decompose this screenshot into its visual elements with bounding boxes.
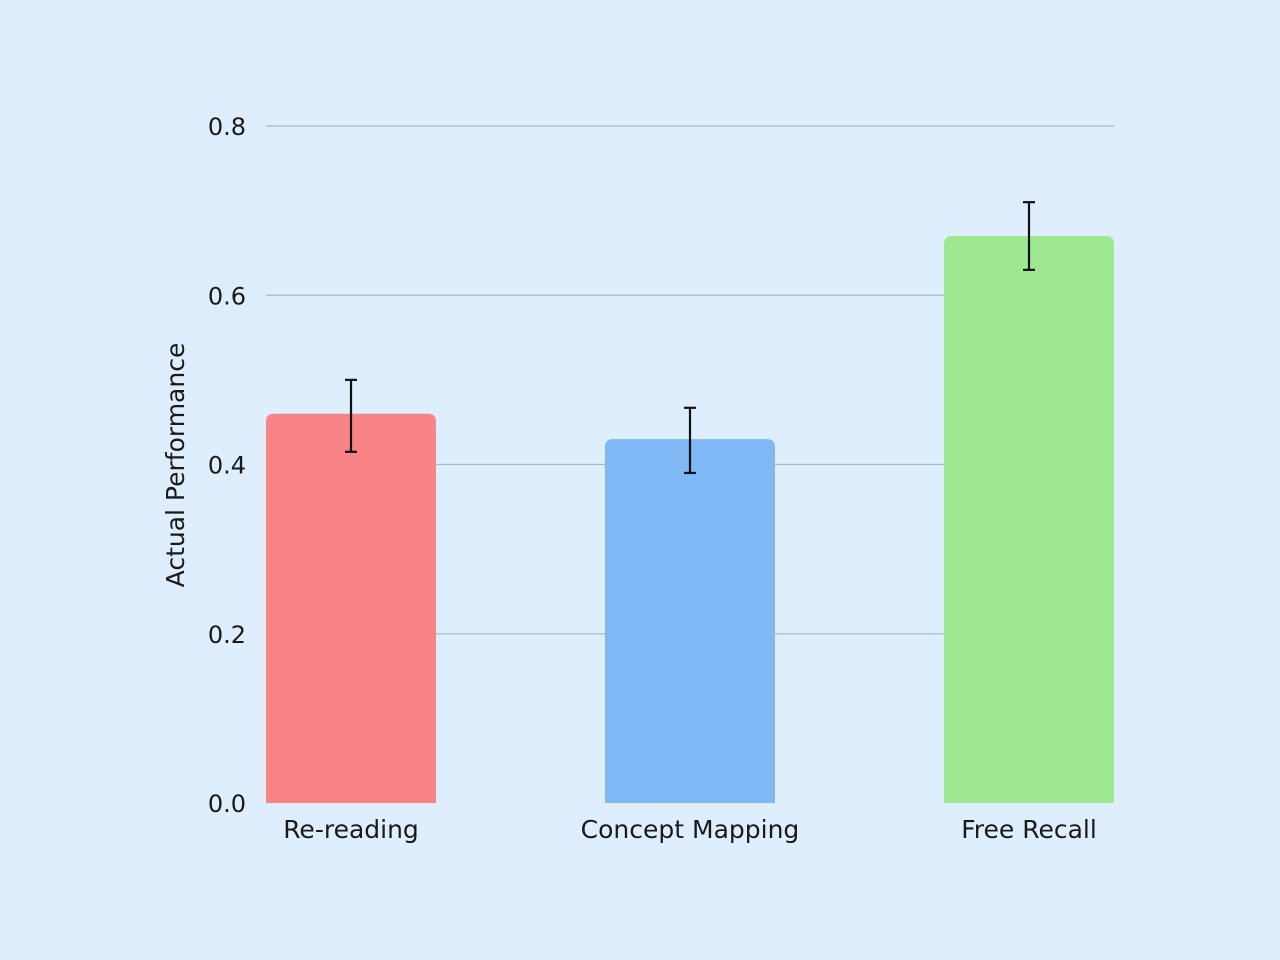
bar-re-reading xyxy=(266,413,436,803)
x-category-label: Concept Mapping xyxy=(581,815,800,844)
y-tick-label: 0.0 xyxy=(208,790,246,818)
y-axis-tick-labels: 0.0 0.2 0.4 0.6 0.8 xyxy=(208,113,246,818)
y-axis-title: Actual Performance xyxy=(161,343,190,588)
x-axis-category-labels: Re-reading Concept Mapping Free Recall xyxy=(283,815,1097,844)
y-tick-label: 0.6 xyxy=(208,282,246,310)
y-tick-label: 0.8 xyxy=(208,113,246,141)
error-bar xyxy=(684,406,696,475)
error-bar xyxy=(345,378,357,453)
bars xyxy=(266,236,1114,803)
y-tick-label: 0.2 xyxy=(208,621,246,649)
bar-free-recall xyxy=(944,236,1114,803)
error-bar xyxy=(1023,201,1035,271)
x-category-label: Re-reading xyxy=(283,815,419,844)
y-tick-label: 0.4 xyxy=(208,452,246,480)
bar-concept-mapping xyxy=(605,439,775,803)
x-category-label: Free Recall xyxy=(961,815,1097,844)
error-bars xyxy=(345,201,1035,475)
